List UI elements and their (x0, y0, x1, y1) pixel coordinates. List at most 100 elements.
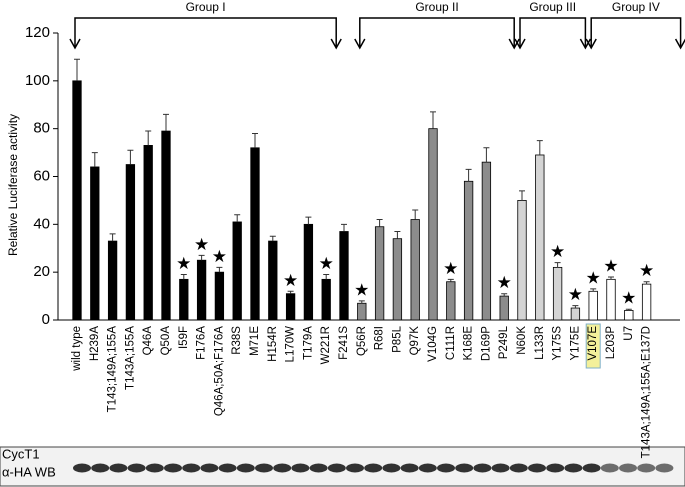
y-axis-label: Relative Luciferase activity (6, 114, 20, 256)
significance-star: ★ (603, 256, 618, 275)
blot-band (200, 463, 219, 473)
group-label-bg (409, 1, 465, 15)
blot-band (218, 463, 237, 473)
blot-band (364, 463, 383, 473)
error-bar (180, 274, 187, 280)
x-tick-label: H154R (267, 326, 279, 362)
bar (552, 266, 563, 321)
error-bar (145, 130, 152, 146)
x-tick-label: T179A (302, 326, 314, 360)
x-tick-label: U7 (623, 326, 635, 341)
x-tick-label: Q50A (160, 326, 172, 356)
blot-band (600, 463, 619, 473)
bar (214, 271, 225, 321)
error-bar (216, 266, 223, 273)
error-bar (483, 147, 490, 163)
significance-star: ★ (639, 261, 654, 280)
bar (321, 278, 331, 321)
blot-band (291, 463, 310, 473)
blot-band (73, 463, 91, 473)
bar (499, 295, 509, 321)
error-bar (163, 113, 169, 132)
blot-band (418, 463, 437, 473)
blot-band (382, 463, 401, 473)
y-tick-label: 0 (42, 311, 50, 328)
x-tick-label: R68I (374, 326, 386, 350)
significance-star: ★ (443, 259, 458, 278)
significance-star: ★ (497, 273, 512, 292)
group-label: Group II (415, 0, 458, 14)
bar (268, 240, 278, 321)
x-tick-label: C111R (445, 326, 457, 360)
blot-band (455, 463, 474, 473)
error-bar (447, 278, 454, 282)
x-tick-label: L170W (285, 326, 297, 363)
blot-band (164, 463, 182, 473)
group-arrow (508, 38, 520, 50)
error-bar (412, 209, 419, 220)
group-arrow (330, 38, 342, 50)
blot-band (637, 463, 656, 473)
x-tick-label: W221R (320, 326, 332, 364)
x-tick-label: N60K (516, 326, 528, 355)
blot-band (491, 463, 510, 473)
blot-label: CycT1 (2, 446, 40, 461)
x-tick-label: Q97K (409, 326, 421, 356)
x-tick-label: M71E (249, 326, 261, 356)
x-tick-label: T143A;149A;155A;E137D (641, 326, 653, 458)
x-tick-label: L133R (534, 326, 546, 360)
blot-band (655, 463, 674, 473)
bar (357, 302, 367, 321)
bar (125, 164, 136, 321)
significance-star: ★ (283, 271, 298, 290)
y-tick-label: 20 (33, 263, 50, 280)
blot-band (145, 463, 164, 473)
error-bar (341, 223, 347, 232)
error-bar (643, 281, 650, 285)
significance-star: ★ (354, 280, 369, 299)
bar (161, 130, 171, 321)
bar (250, 147, 260, 321)
bar (303, 223, 314, 321)
bar (588, 290, 598, 321)
y-tick-label: 60 (33, 167, 50, 184)
x-tick-label: T143;149A;155A (107, 326, 119, 413)
x-tick-label: F241S (338, 326, 350, 360)
error-bar (536, 140, 543, 155)
bar (232, 221, 242, 321)
bar (179, 278, 189, 321)
bar (624, 310, 634, 321)
blot-band (619, 463, 637, 473)
x-tick-label: F176A (196, 326, 208, 360)
error-bar (501, 293, 508, 297)
blot-band (582, 463, 601, 473)
x-tick-label: T143A;155A (124, 326, 136, 390)
bar (428, 128, 438, 321)
bar (72, 80, 82, 321)
blot-band (564, 463, 583, 473)
error-bar (234, 214, 241, 222)
y-tick-label: 80 (33, 120, 50, 137)
significance-star: ★ (176, 254, 191, 273)
group-arrow (69, 38, 81, 50)
blot-band (127, 463, 146, 473)
error-bar (287, 290, 294, 294)
bar (446, 281, 456, 321)
blot-band (182, 463, 201, 473)
group-label: Group III (529, 0, 576, 14)
group-arrow (579, 38, 592, 50)
bar (339, 231, 349, 321)
blot-band (327, 463, 346, 473)
error-bar (358, 300, 365, 304)
blot-band (437, 463, 455, 473)
group-bracket (519, 17, 587, 47)
blot-band (528, 463, 546, 473)
group-arrow (585, 38, 597, 50)
group-label-bg (524, 1, 581, 15)
x-tick-label: P249L (498, 325, 510, 359)
x-tick-label: Q56R (356, 326, 368, 356)
bar (517, 200, 527, 321)
x-tick-label: Q46A;50A;F176A (213, 326, 225, 416)
bar (285, 293, 296, 321)
